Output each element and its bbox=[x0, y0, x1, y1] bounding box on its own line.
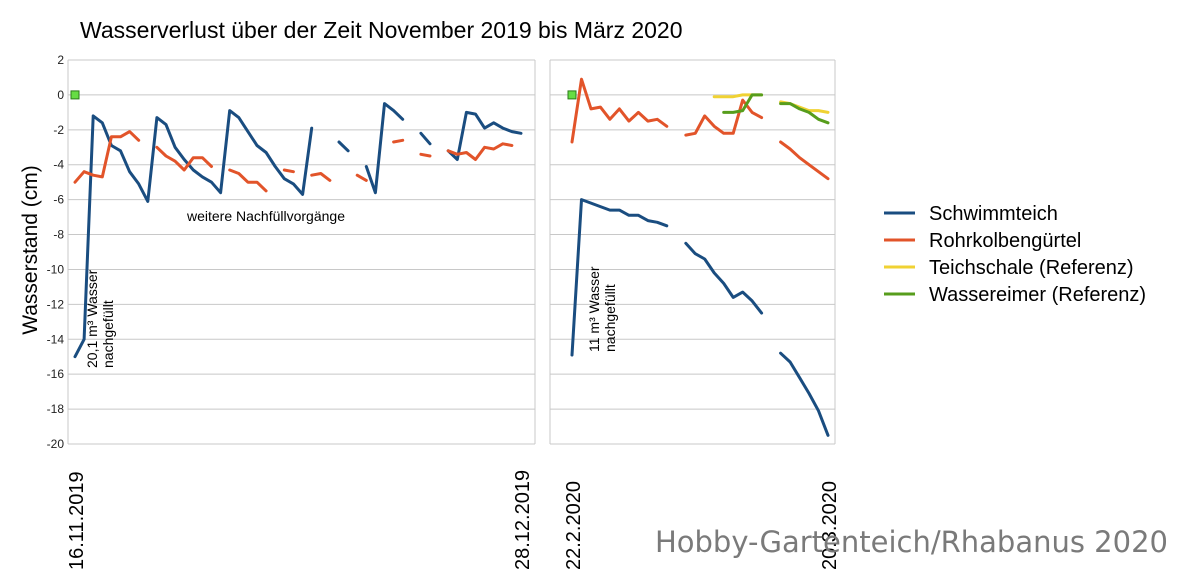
zero-marker bbox=[70, 90, 80, 100]
series-line-wassereimer-referenz bbox=[779, 102, 830, 125]
chart-title: Wasserverlust über der Zeit November 201… bbox=[80, 17, 683, 43]
legend-label: Schwimmteich bbox=[929, 203, 1058, 225]
series-line-schwimmteich bbox=[570, 198, 669, 357]
series-line-rohrkolbeng-rtel bbox=[73, 130, 141, 184]
series-line-schwimmteich bbox=[419, 131, 432, 146]
y-tick-label: -20 bbox=[47, 437, 65, 451]
x-tick-labels: 16.11.2019 28.12.2019 22.2.2020 20.3.2020 bbox=[66, 470, 841, 570]
series-line-rohrkolbeng-rtel bbox=[446, 142, 514, 161]
watermark: Hobby-Gartenteich/Rhabanus 2020 bbox=[655, 525, 1168, 559]
series-line-rohrkolbeng-rtel bbox=[310, 172, 332, 182]
series-line-rohrkolbeng-rtel bbox=[779, 140, 830, 181]
y-axis-label: Wasserstand (cm) bbox=[19, 165, 42, 335]
series-line-rohrkolbeng-rtel bbox=[228, 168, 268, 193]
y-tick-label: 2 bbox=[57, 53, 64, 67]
series-line-schwimmteich bbox=[364, 102, 405, 195]
refill-annotation-line: 20,1 m³ Wasser bbox=[84, 269, 100, 368]
y-tick-label: -16 bbox=[47, 367, 65, 381]
refill-annotation-line: 11 m³ Wasser bbox=[586, 266, 602, 352]
y-tick-label: -8 bbox=[53, 228, 64, 242]
grid bbox=[67, 59, 836, 445]
series-lines bbox=[70, 77, 830, 437]
refill-annotation: 11 m³ Wasser nachgefüllt bbox=[586, 266, 618, 352]
y-tick-label: -6 bbox=[53, 193, 64, 207]
series-line-rohrkolbeng-rtel bbox=[684, 98, 764, 137]
zero-marker bbox=[567, 90, 577, 100]
y-tick-label: 0 bbox=[57, 88, 64, 102]
refill-annotation: 20,1 m³ Wasser nachgefüllt bbox=[84, 269, 116, 368]
y-tick-label: -4 bbox=[53, 158, 64, 172]
y-tick-label: -2 bbox=[53, 123, 64, 137]
legend-label: Teichschale (Referenz) bbox=[929, 257, 1134, 279]
x-tick-label: 22.2.2020 bbox=[563, 481, 585, 570]
series-line-rohrkolbeng-rtel bbox=[155, 145, 213, 172]
y-tick-label: -10 bbox=[47, 262, 65, 276]
series-line-wassereimer-referenz bbox=[722, 93, 764, 114]
series-line-schwimmteich bbox=[337, 140, 350, 153]
x-tick-label: 28.12.2019 bbox=[512, 470, 534, 570]
series-line-rohrkolbeng-rtel bbox=[392, 138, 405, 144]
y-tick-label: -14 bbox=[47, 332, 65, 346]
annotations: 20,1 m³ Wasser nachgefüllt 11 m³ Wasser nac… bbox=[84, 208, 618, 368]
legend: Schwimmteich Rohrkolbengürtel Teichschale … bbox=[884, 203, 1146, 306]
series-line-schwimmteich bbox=[684, 241, 764, 315]
series-line-schwimmteich bbox=[73, 109, 314, 359]
y-tick-label: -18 bbox=[47, 402, 65, 416]
y-tick-label: -12 bbox=[47, 297, 65, 311]
x-tick-label: 20.3.2020 bbox=[819, 481, 841, 570]
y-tick-labels: 2 0 -2 -4 -6 -8 -10 -12 -14 -16 -18 -20 bbox=[47, 53, 65, 451]
refill-annotation-line: nachgefüllt bbox=[602, 284, 618, 352]
series-line-rohrkolbeng-rtel bbox=[419, 152, 432, 158]
x-tick-label: 16.11.2019 bbox=[66, 471, 88, 570]
legend-label: Wassereimer (Referenz) bbox=[929, 284, 1146, 306]
series-line-rohrkolbeng-rtel bbox=[282, 168, 295, 174]
series-line-rohrkolbeng-rtel bbox=[355, 173, 368, 182]
legend-label: Rohrkolbengürtel bbox=[929, 230, 1081, 252]
series-line-rohrkolbeng-rtel bbox=[570, 77, 669, 144]
refill-note: weitere Nachfüllvorgänge bbox=[186, 208, 345, 224]
series-line-schwimmteich bbox=[446, 110, 523, 161]
refill-annotation-line: nachgefüllt bbox=[100, 300, 116, 368]
series-line-schwimmteich bbox=[779, 351, 830, 437]
